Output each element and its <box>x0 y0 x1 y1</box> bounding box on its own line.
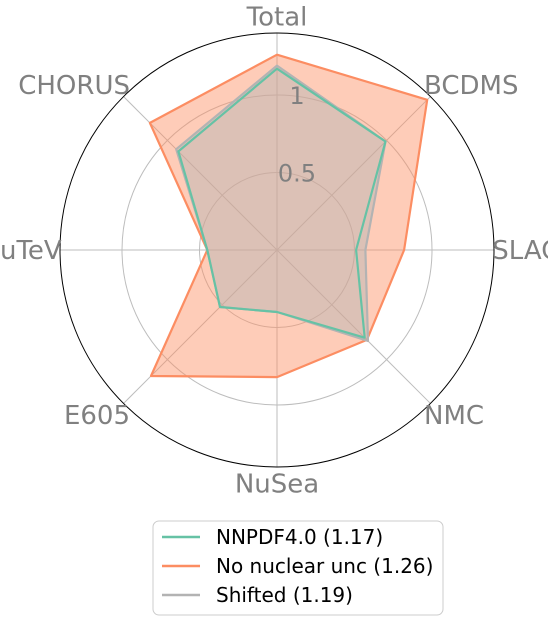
spoke-nmc <box>276 249 431 404</box>
grid-circle-0 <box>199 172 355 328</box>
axis-label-slac: SLAC <box>492 236 548 266</box>
outer-frame <box>59 32 495 468</box>
axis-label-nutev: NuTeV <box>0 236 62 266</box>
radial-ticks: 0.51 <box>278 82 316 188</box>
axis-label-e605: E605 <box>64 401 130 431</box>
axis-label-chorus: CHORUS <box>18 71 130 101</box>
axis-labels: Total BCDMS SLAC NMC NuSea E605 NuTeV CHORUS <box>0 3 548 500</box>
data-series <box>148 53 429 379</box>
axis-label-total: Total <box>246 3 308 33</box>
spoke-bcdms <box>276 96 431 251</box>
legend-label-1: No nuclear unc (1.26) <box>216 554 433 578</box>
grid-circle-1 <box>121 94 433 406</box>
tick-label-1: 1 <box>289 82 304 110</box>
tick-label-0: 0.5 <box>278 160 316 188</box>
legend-label-2: Shifted (1.19) <box>216 583 353 607</box>
axis-label-bcdms: BCDMS <box>424 71 519 101</box>
polar-grid <box>59 32 495 468</box>
legend-label-0: NNPDF4.0 (1.17) <box>216 525 383 549</box>
axis-label-nusea: NuSea <box>235 469 319 499</box>
axis-label-nmc: NMC <box>424 401 484 431</box>
spoke-e605 <box>123 249 278 404</box>
legend: NNPDF4.0 (1.17) No nuclear unc (1.26) Shif… <box>152 520 444 616</box>
series-no-nuclear-unc-1-26 <box>148 53 429 379</box>
legend-frame <box>152 520 444 616</box>
series-nnpdf4-0-1-17 <box>177 67 387 339</box>
